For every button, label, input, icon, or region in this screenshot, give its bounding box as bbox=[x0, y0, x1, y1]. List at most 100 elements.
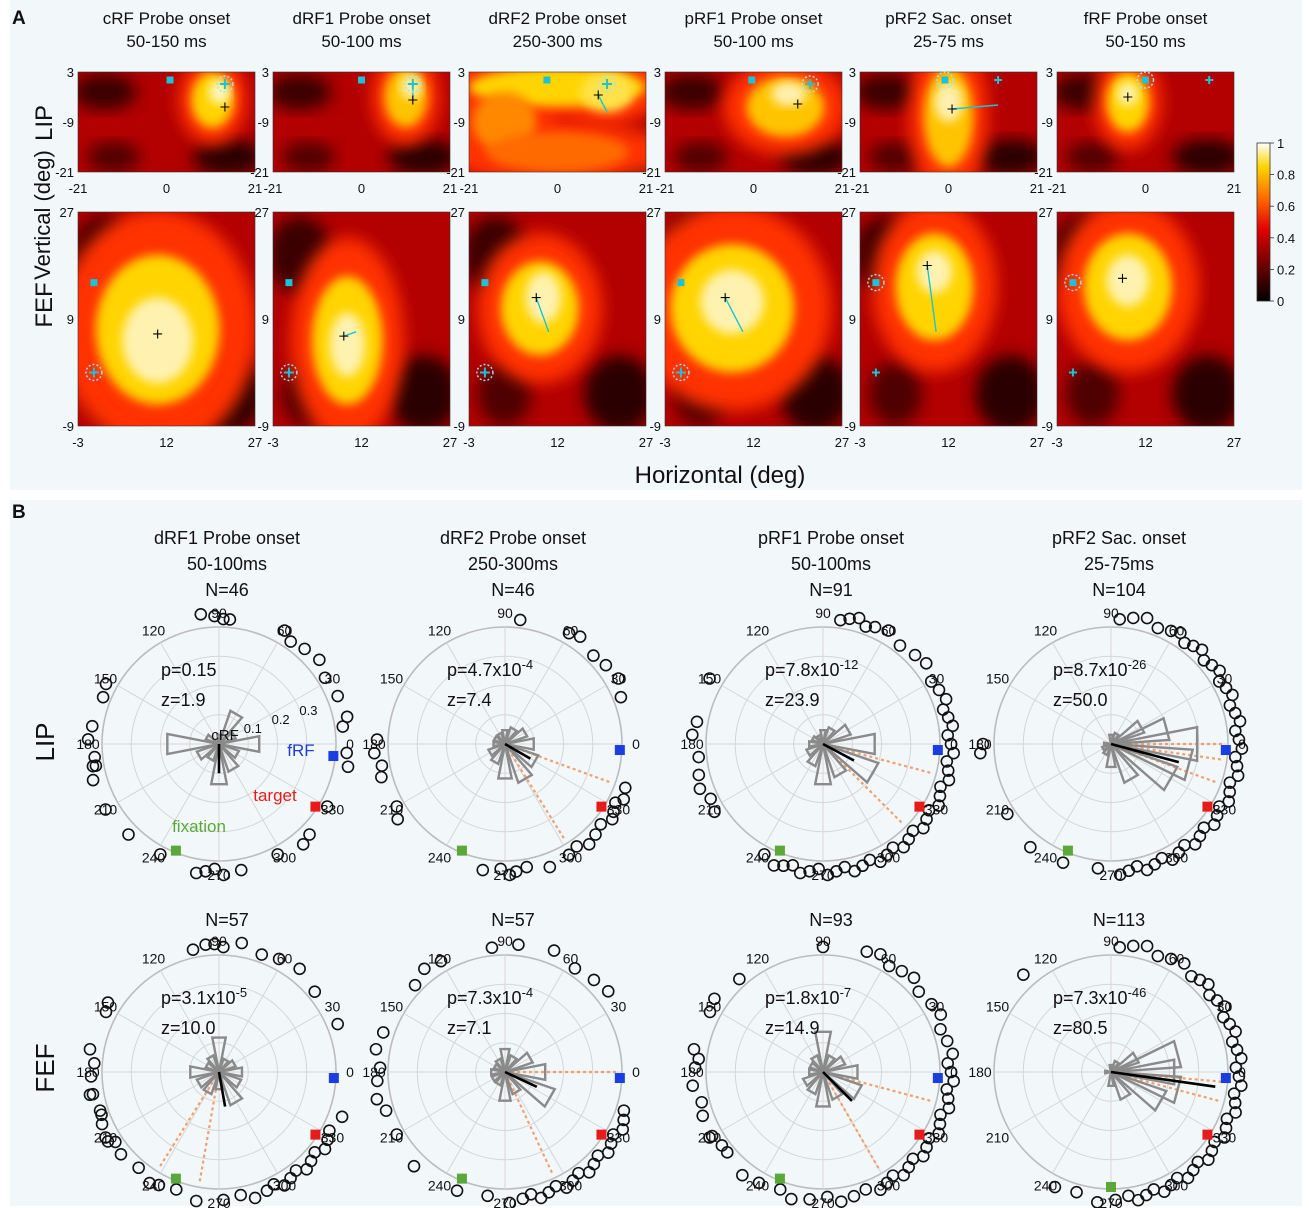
polar-spoke bbox=[218, 1071, 321, 1131]
cell-dot bbox=[821, 868, 834, 882]
rose-petal bbox=[821, 725, 837, 745]
p-value-label: p=7.3x10-4 bbox=[447, 985, 533, 1008]
cell-dot bbox=[874, 947, 887, 961]
cell-dot bbox=[617, 1113, 630, 1127]
cell-dot bbox=[481, 1189, 494, 1203]
cell-dot bbox=[907, 971, 921, 985]
fixation-marker bbox=[774, 1173, 785, 1184]
rose-petal bbox=[217, 709, 244, 745]
fixation-marker bbox=[1106, 1182, 1116, 1192]
z-value-label: z=1.9 bbox=[161, 690, 206, 710]
polar-angle-label: 120 bbox=[1034, 623, 1058, 639]
fef-heatmap-2 bbox=[468, 211, 647, 427]
cell-dot bbox=[1151, 949, 1165, 963]
rose-petal bbox=[809, 1053, 825, 1073]
polar-angle-label: 120 bbox=[142, 623, 166, 639]
polar-spoke bbox=[446, 642, 506, 745]
target-ring-marker bbox=[672, 363, 690, 382]
cell-dot bbox=[974, 746, 987, 760]
target-plus-marker bbox=[675, 367, 686, 378]
rose-petal bbox=[1110, 1050, 1141, 1074]
cell-dot bbox=[81, 733, 95, 746]
polar-angle-label: 240 bbox=[746, 849, 770, 865]
polar-angle-label: 150 bbox=[986, 671, 1010, 687]
cell-dot bbox=[1235, 742, 1249, 755]
rose-petal bbox=[1110, 742, 1195, 782]
rose-petal bbox=[205, 743, 221, 763]
polar-spoke bbox=[1110, 685, 1213, 745]
fef-heatmap-3 bbox=[664, 211, 843, 427]
fef-y-tick: 9 bbox=[458, 312, 465, 327]
cell-dot bbox=[562, 626, 576, 640]
rose-petal bbox=[497, 1071, 513, 1102]
fef-y-tick: 9 bbox=[67, 312, 74, 327]
fef-heatmap-1 bbox=[272, 211, 451, 427]
cell-dot bbox=[604, 1137, 618, 1150]
rose-petal bbox=[1109, 743, 1140, 785]
fef-y-tick: 9 bbox=[1046, 312, 1053, 327]
cell-dot bbox=[703, 672, 716, 685]
target-plus-marker bbox=[283, 367, 294, 378]
polar-spoke bbox=[504, 1071, 564, 1174]
x-axis-label: Horizontal (deg) bbox=[635, 462, 806, 489]
polar-column-window: 25-75ms bbox=[1084, 554, 1154, 574]
lip-y-tick: -9 bbox=[257, 115, 269, 130]
polar-angle-label: 210 bbox=[94, 1130, 118, 1146]
cell-dot bbox=[83, 1042, 97, 1056]
cell-dot bbox=[335, 1110, 349, 1124]
fef-x-tick: 12 bbox=[1138, 435, 1152, 450]
fef-x-tick: -3 bbox=[854, 435, 866, 450]
cell-dot bbox=[942, 773, 956, 787]
cell-dot bbox=[1164, 952, 1178, 966]
polar-spoke bbox=[160, 642, 220, 745]
column-title: cRF Probe onset bbox=[103, 9, 231, 28]
cell-dot bbox=[418, 962, 431, 976]
peak-cross-marker bbox=[593, 90, 603, 100]
cell-dot bbox=[589, 828, 602, 841]
cell-dot bbox=[793, 866, 807, 880]
cell-dot bbox=[934, 780, 947, 794]
cell-dot bbox=[217, 940, 230, 954]
polar-radius-label: 0.3 bbox=[299, 703, 317, 718]
cell-dot bbox=[114, 1147, 128, 1161]
polar-spoke bbox=[822, 1071, 925, 1131]
peak-cross-marker bbox=[220, 102, 230, 112]
cell-dot bbox=[703, 1005, 717, 1019]
rose-petal bbox=[1110, 1039, 1183, 1074]
mean-vector bbox=[217, 1071, 227, 1107]
cell-dot bbox=[284, 1171, 297, 1185]
target-ring-marker bbox=[1136, 71, 1155, 89]
cell-dot bbox=[1212, 675, 1226, 688]
polar-plot-lip-1: dRF2 Probe onset250-300msN=4690603003303… bbox=[362, 528, 640, 883]
lip-x-tick: 0 bbox=[945, 181, 952, 196]
p-value-exponent: -4 bbox=[522, 657, 534, 672]
fef-y-tick: 27 bbox=[451, 205, 465, 220]
rose-petal bbox=[217, 1071, 244, 1107]
frf-marker bbox=[614, 745, 625, 756]
polar-spoke bbox=[218, 1071, 278, 1174]
fixation-marker bbox=[456, 1173, 467, 1184]
polar-column-title: pRF2 Sac. onset bbox=[1052, 528, 1186, 548]
rose-petal bbox=[814, 1071, 832, 1108]
panel-b-label: B bbox=[12, 502, 26, 523]
cell-dot bbox=[1212, 800, 1226, 813]
polar-spoke bbox=[1009, 685, 1112, 745]
probe-square-marker bbox=[677, 279, 685, 287]
cell-dot bbox=[122, 828, 135, 841]
fef-y-tick: 27 bbox=[647, 205, 661, 220]
polar-angle-label: 180 bbox=[968, 1064, 992, 1080]
cell-dot bbox=[912, 985, 926, 998]
fef-heatmap-0 bbox=[77, 211, 256, 427]
cell-dot bbox=[614, 690, 628, 704]
fixation-marker bbox=[170, 845, 181, 856]
polar-spoke bbox=[504, 642, 564, 745]
rose-petal bbox=[1110, 1070, 1169, 1113]
cell-dot bbox=[570, 840, 583, 853]
cell-dot bbox=[235, 936, 249, 950]
cell-dot bbox=[494, 862, 507, 876]
polar-n-label: N=104 bbox=[1092, 580, 1146, 600]
cell-dot bbox=[941, 764, 955, 777]
target-ring-marker bbox=[476, 363, 494, 382]
target-marker bbox=[914, 1129, 925, 1140]
target-ring-marker bbox=[404, 75, 422, 93]
